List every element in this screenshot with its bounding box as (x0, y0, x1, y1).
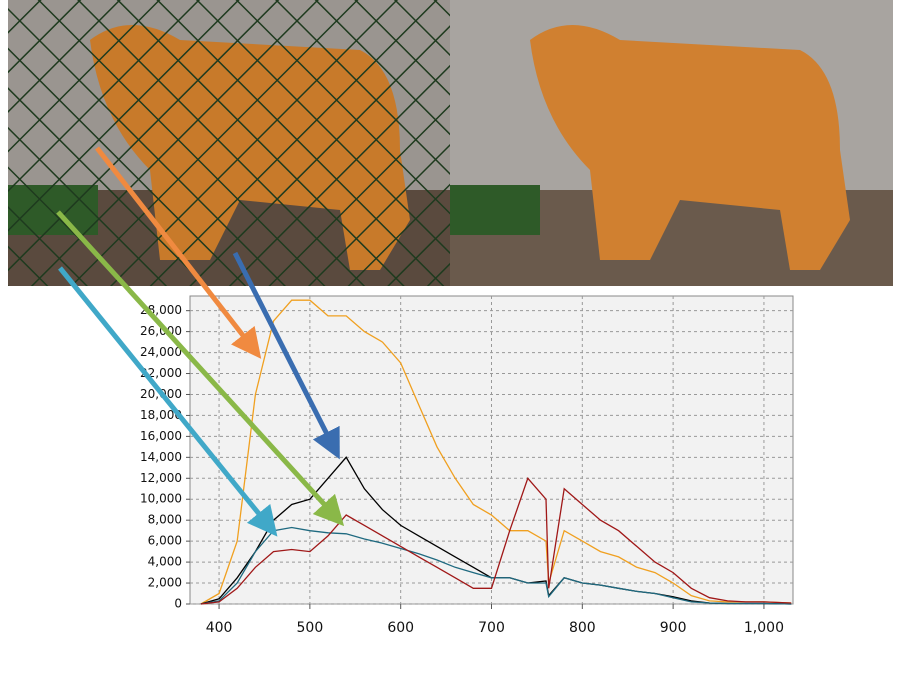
series-line (200, 526, 792, 605)
y-tick-label: 2,000 (148, 576, 182, 590)
x-tick-label: 500 (297, 620, 324, 636)
x-tick-label: 800 (569, 620, 596, 636)
y-tick-label: 12,000 (140, 471, 182, 485)
photo-caged (8, 0, 450, 286)
y-tick-label: 4,000 (148, 555, 182, 569)
y-tick-label: 10,000 (140, 492, 182, 506)
y-tick-label: 16,000 (140, 429, 182, 443)
x-tick-label: 900 (660, 620, 687, 636)
x-tick-label: 400 (206, 620, 233, 636)
y-tick-label: 18,000 (140, 408, 182, 422)
photo-clear (450, 0, 893, 286)
arrows (56, 146, 345, 537)
y-tick-label: 24,000 (140, 345, 182, 359)
y-tick-label: 0 (174, 597, 182, 611)
y-tick-label: 14,000 (140, 450, 182, 464)
x-tick-label: 1,000 (744, 620, 784, 636)
plot: 0 2,000 4,000 6,000 8,000 10,000 12,000 14,000 1… (140, 296, 793, 636)
y-tick-label: 6,000 (148, 534, 182, 548)
series-line (200, 299, 792, 605)
series-line (200, 477, 792, 605)
x-tick-label: 700 (478, 620, 505, 636)
y-tick-label: 8,000 (148, 513, 182, 527)
x-tick-label: 600 (387, 620, 414, 636)
plot-area (189, 295, 794, 605)
